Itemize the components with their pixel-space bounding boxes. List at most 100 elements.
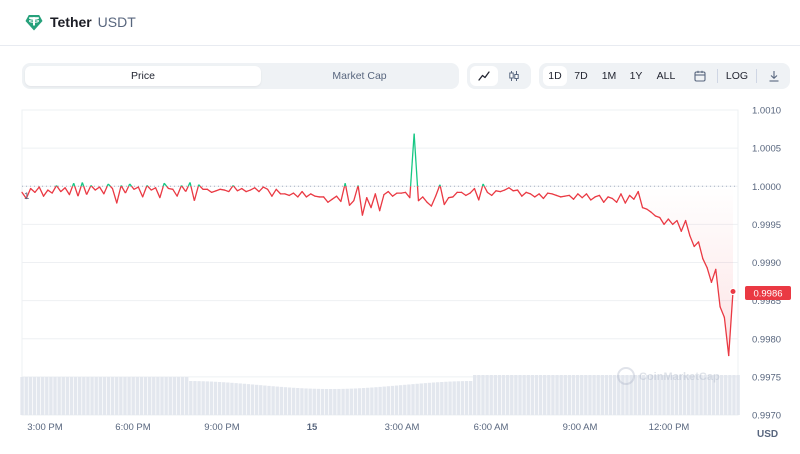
volume-bar [460, 381, 465, 415]
volume-bar [254, 384, 259, 415]
volume-bar [547, 375, 551, 415]
volume-bar [135, 377, 140, 415]
price-line-segment [348, 200, 355, 206]
volume-bar [230, 382, 234, 415]
volume-bar [304, 388, 308, 415]
volume-bar [312, 388, 316, 415]
volume-bar [584, 375, 588, 415]
volume-bar [73, 377, 78, 415]
price-chart-svg[interactable]: 1.00101.00051.00000.99950.99900.99850.99… [0, 100, 800, 454]
tab-price[interactable]: Price [25, 66, 261, 86]
price-line-segment [483, 185, 488, 193]
y-tick-label: 1.0000 [752, 182, 781, 193]
volume-bar [40, 377, 45, 415]
volume-bar [61, 377, 65, 415]
volume-bar [604, 375, 609, 415]
price-line-segment [60, 187, 66, 193]
volume-bar [407, 384, 411, 415]
candlestick-chart-button[interactable] [500, 66, 528, 86]
price-line-segment [577, 193, 583, 199]
volume-bar [468, 381, 473, 415]
volume-bar [403, 384, 407, 415]
chart-type-toggle [467, 63, 531, 89]
volume-bar [143, 377, 148, 415]
volume-bar [300, 388, 304, 415]
price-line-segment [233, 185, 238, 192]
y-tick-label: 0.9995 [752, 220, 781, 231]
volume-bar [719, 375, 724, 415]
price-line-segment [555, 194, 562, 198]
price-line-segment [232, 185, 235, 187]
reference-price-label: 1 [24, 191, 30, 202]
volume-bar [670, 375, 674, 415]
volume-bar [505, 375, 510, 415]
volume-bar [374, 387, 378, 415]
price-line-segment [210, 190, 217, 193]
volume-bar [448, 381, 452, 415]
volume-bar [510, 375, 514, 415]
x-tick-label: 3:00 PM [27, 422, 62, 433]
date-range-button[interactable] [689, 66, 711, 86]
price-line-segment [547, 192, 553, 195]
line-chart-button[interactable] [470, 66, 498, 86]
volume-bar [357, 388, 362, 415]
price-line-segment [68, 186, 74, 195]
volume-bar [127, 377, 131, 415]
price-line-segment [508, 187, 514, 192]
price-chart[interactable]: 1.0010 1.0005 1.0000 0.9995 0.9990 0.9985 0.99… [0, 100, 800, 454]
price-line-segment [465, 192, 471, 197]
price-line-segment [413, 133, 419, 187]
price-line-segment [137, 186, 144, 198]
price-line-segment [81, 182, 85, 187]
price-line-segment [723, 316, 730, 357]
volume-bar [53, 377, 57, 415]
volume-bar [390, 385, 395, 415]
volume-bar [20, 377, 24, 415]
coin-symbol: USDT [97, 14, 136, 30]
price-line-segment [452, 191, 458, 198]
price-line-segment [150, 187, 157, 191]
range-all-button[interactable]: ALL [656, 70, 676, 82]
volume-bar [193, 381, 197, 415]
volume-bar [308, 388, 312, 415]
price-line-segment [379, 193, 385, 212]
download-button[interactable] [763, 66, 785, 86]
volume-bar [32, 377, 37, 415]
y-tick-label: 1.0005 [752, 144, 781, 155]
price-line-segment [460, 191, 467, 197]
price-line-segment [710, 268, 717, 283]
price-line-segment [190, 186, 195, 201]
price-line-segment [689, 235, 695, 248]
volume-bar [291, 387, 296, 415]
volume-bar [370, 387, 374, 415]
tab-market-cap[interactable]: Market Cap [332, 70, 387, 82]
volume-bar [283, 387, 288, 415]
price-line-segment [559, 195, 566, 198]
volume-bar [563, 375, 567, 415]
volume-bar [398, 385, 403, 415]
range-7d-button[interactable]: 7D [574, 70, 588, 82]
price-line-segment [198, 184, 201, 187]
price-line-segment [344, 183, 347, 187]
range-1m-button[interactable]: 1M [601, 70, 617, 82]
y-tick-label: 0.9990 [752, 258, 781, 269]
price-line-segment [292, 192, 299, 198]
volume-bar [271, 386, 275, 415]
volume-bar [197, 381, 201, 415]
log-scale-button[interactable]: LOG [725, 70, 749, 82]
range-1y-button[interactable]: 1Y [629, 70, 643, 82]
range-1d-button[interactable]: 1D [543, 66, 567, 86]
price-line-segment [366, 197, 372, 209]
volume-bar [674, 375, 679, 415]
volume-bar [489, 375, 493, 415]
price-line-segment [193, 186, 199, 201]
volume-bar [213, 381, 218, 415]
price-line-segment [241, 187, 247, 193]
price-line-segment [254, 187, 260, 193]
price-line-segment [702, 258, 708, 269]
volume-bar [69, 377, 74, 415]
volume-bar [436, 382, 440, 415]
price-line-segment [521, 191, 527, 197]
price-line-segment [374, 193, 381, 212]
volume-bar [172, 377, 177, 415]
